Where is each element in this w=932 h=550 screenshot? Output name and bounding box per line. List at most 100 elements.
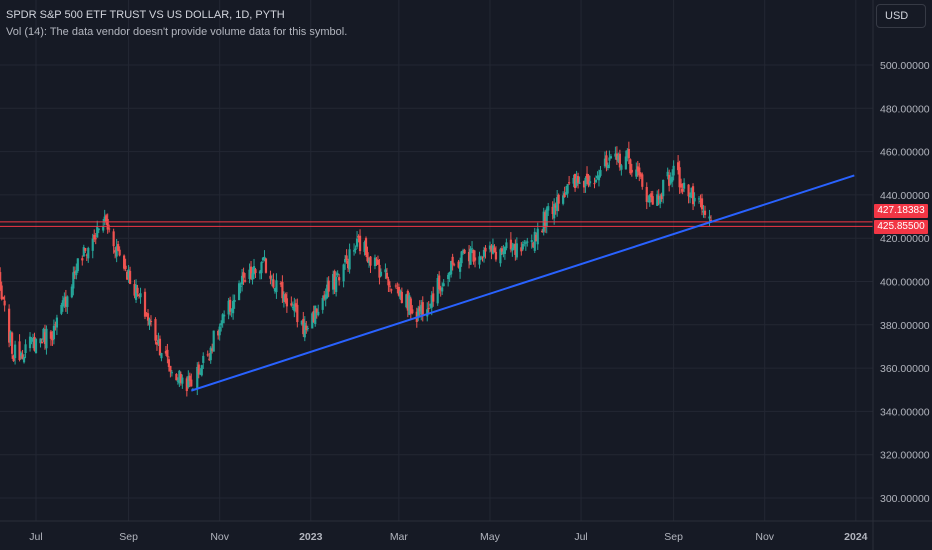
candle — [490, 244, 493, 260]
candle — [442, 279, 445, 287]
candle — [176, 377, 179, 385]
candle — [306, 325, 309, 332]
time-axis[interactable]: Jul Sep Nov 2023 Mar May Jul Sep Nov 2024 — [29, 531, 867, 543]
candle — [73, 266, 76, 280]
candle — [170, 370, 173, 377]
candle — [396, 282, 399, 294]
symbol-title[interactable]: SPDR S&P 500 ETF TRUST VS US DOLLAR, 1D,… — [6, 9, 285, 21]
candle — [3, 295, 6, 312]
candle — [568, 176, 571, 186]
candle — [354, 245, 357, 254]
volume-indicator-note: Vol (14): The data vendor doesn't provid… — [6, 26, 348, 38]
candle — [87, 246, 90, 263]
candle — [417, 305, 420, 322]
candle — [411, 305, 414, 315]
candle — [31, 333, 35, 349]
candle — [64, 289, 67, 312]
candle — [237, 280, 241, 301]
candle — [296, 298, 299, 328]
candle — [33, 332, 36, 352]
candle — [427, 301, 430, 313]
candle — [133, 279, 136, 299]
candle — [493, 244, 496, 253]
candle — [617, 152, 620, 164]
candle — [85, 253, 88, 262]
candle — [450, 260, 453, 278]
candle — [530, 234, 533, 249]
x-tick-label: 2023 — [299, 531, 323, 543]
candle — [620, 163, 623, 176]
candle — [357, 234, 360, 243]
candle — [532, 241, 535, 248]
candle — [603, 151, 607, 169]
candle — [13, 340, 17, 365]
candle — [324, 288, 327, 307]
candle — [293, 297, 296, 318]
candle — [588, 175, 592, 187]
candle — [405, 293, 408, 309]
candle — [72, 266, 75, 296]
candle — [535, 232, 538, 242]
candle — [220, 320, 223, 332]
candle — [681, 183, 684, 195]
candle — [639, 172, 642, 180]
candle — [364, 236, 368, 258]
candle — [668, 169, 671, 192]
candle — [19, 351, 23, 360]
candle — [662, 179, 665, 204]
candle — [43, 324, 47, 350]
candle — [524, 240, 527, 251]
price-axis[interactable]: 500.00000 480.00000 460.00000 440.00000 420.… — [880, 60, 930, 505]
candle — [199, 368, 202, 375]
candle — [447, 272, 450, 287]
candle — [563, 186, 566, 198]
candle — [51, 331, 54, 346]
candle — [103, 209, 106, 226]
candle — [463, 248, 466, 255]
candle — [690, 187, 693, 199]
candle — [399, 289, 402, 301]
candle — [615, 146, 618, 165]
candle — [375, 257, 378, 266]
currency-button[interactable]: USD — [876, 4, 926, 28]
candle — [650, 190, 653, 203]
candle — [553, 198, 556, 225]
candle — [94, 233, 97, 245]
candle — [597, 169, 601, 187]
candle — [0, 267, 2, 291]
candle — [197, 361, 200, 379]
y-tick-label: 320.00000 — [880, 450, 930, 462]
candle — [242, 267, 245, 285]
candle — [551, 201, 554, 220]
candle — [218, 323, 221, 341]
candle — [482, 246, 486, 263]
candle — [606, 162, 610, 171]
candle — [641, 172, 644, 190]
trendline[interactable] — [190, 174, 855, 392]
candle — [291, 301, 294, 311]
candle — [460, 250, 463, 267]
candle — [311, 311, 314, 329]
candle — [545, 206, 548, 234]
candle — [500, 245, 504, 256]
candle — [149, 315, 153, 327]
drawings[interactable] — [0, 174, 873, 392]
y-tick-label: 380.00000 — [880, 320, 930, 332]
candle — [651, 190, 654, 205]
candle — [618, 149, 621, 171]
price-tag-upper: 427.18383 — [874, 204, 928, 218]
candle — [484, 245, 487, 259]
candle — [355, 231, 359, 249]
candle — [166, 343, 169, 364]
candle — [346, 258, 350, 272]
candle — [596, 171, 599, 180]
candle — [233, 294, 236, 309]
candle — [342, 263, 345, 288]
candle — [557, 193, 560, 212]
candle — [682, 178, 686, 193]
candle — [388, 281, 392, 293]
candle — [608, 150, 611, 169]
candle — [75, 263, 78, 280]
candle — [272, 273, 275, 289]
